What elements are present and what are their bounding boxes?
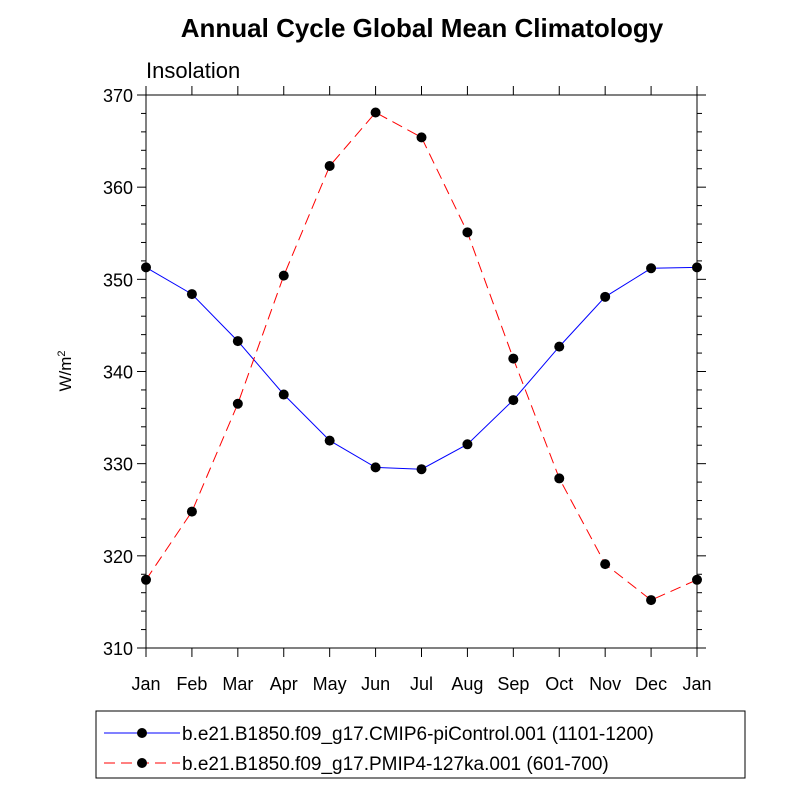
- y-tick-label: 360: [103, 178, 133, 198]
- series-2-point: [141, 574, 151, 585]
- series-2-point: [232, 398, 243, 409]
- y-tick-label: 370: [103, 86, 133, 106]
- series-2-point: [186, 506, 197, 517]
- x-tick-label: Jul: [410, 674, 433, 694]
- legend-marker-1: [137, 728, 147, 738]
- series-1-point: [232, 336, 243, 347]
- series-1-point: [370, 462, 381, 473]
- x-tick-label: Mar: [222, 674, 253, 694]
- series-1-point: [186, 289, 197, 300]
- x-tick-label: Feb: [176, 674, 207, 694]
- series-1-point: [141, 262, 151, 273]
- legend-label-1: b.e21.B1850.f09_g17.CMIP6-piControl.001 …: [182, 724, 654, 745]
- series-2-point: [508, 353, 519, 364]
- series-1-point: [692, 262, 702, 273]
- series-1-point: [278, 389, 289, 400]
- series-2-point: [370, 107, 381, 118]
- legend-box: [95, 710, 746, 779]
- y-axis-label-unit: W/m: [56, 357, 75, 392]
- series-1-point: [508, 395, 519, 406]
- x-tick-label: May: [313, 674, 347, 694]
- series-1-point: [646, 263, 657, 274]
- series-2-point: [600, 559, 611, 570]
- chart-subtitle: Insolation: [146, 58, 240, 83]
- series-1-point: [554, 341, 565, 352]
- chart-title: Annual Cycle Global Mean Climatology: [181, 13, 664, 43]
- series-1-point: [600, 291, 611, 302]
- y-axis-label: W/m2: [56, 350, 75, 391]
- legend: b.e21.B1850.f09_g17.CMIP6-piControl.001 …: [104, 724, 654, 775]
- x-tick-label: Aug: [451, 674, 483, 694]
- series-2-point: [416, 132, 427, 143]
- legend-marker-2: [137, 758, 147, 768]
- y-tick-label: 350: [103, 270, 133, 290]
- series-2-point: [646, 595, 657, 606]
- series-layer: [141, 107, 702, 606]
- series-2-point: [692, 574, 702, 585]
- series-2-point: [462, 227, 473, 238]
- series-2-point: [324, 160, 335, 171]
- axis-ticks: 310 320 330 340 350 360 370 Jan Feb Mar Apr May Jun J…: [103, 86, 712, 694]
- series-line-2: [145, 111, 698, 601]
- series-1-point: [324, 435, 335, 446]
- x-tick-label: Jan: [131, 674, 160, 694]
- x-tick-label: Nov: [589, 674, 621, 694]
- series-2-point: [278, 270, 289, 281]
- x-tick-label: Dec: [635, 674, 667, 694]
- x-tick-label: Jan: [682, 674, 711, 694]
- x-tick-label: Sep: [497, 674, 529, 694]
- x-tick-label: Oct: [545, 674, 573, 694]
- plot-frame: [145, 94, 698, 649]
- y-axis-label-sup: 2: [56, 350, 68, 356]
- y-tick-label: 340: [103, 363, 133, 383]
- series-1-point: [462, 439, 473, 450]
- legend-label-2: b.e21.B1850.f09_g17.PMIP4-127ka.001 (601…: [182, 754, 609, 775]
- series-line-1: [145, 266, 698, 470]
- series-2-point: [554, 473, 565, 484]
- x-tick-label: Apr: [270, 674, 298, 694]
- series-1-point: [416, 464, 427, 475]
- y-tick-label: 310: [103, 639, 133, 659]
- x-tick-label: Jun: [361, 674, 390, 694]
- y-tick-label: 320: [103, 547, 133, 567]
- y-tick-label: 330: [103, 455, 133, 475]
